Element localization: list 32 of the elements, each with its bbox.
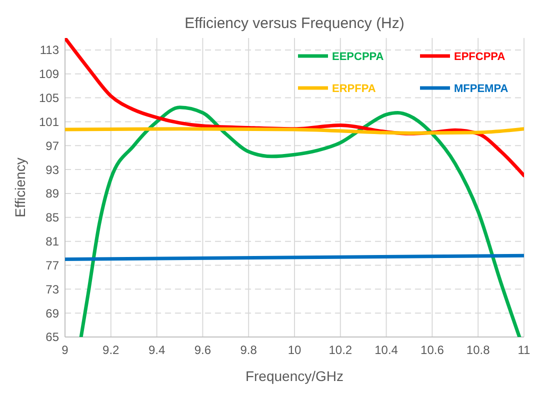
y-tick-label: 77: [46, 258, 60, 272]
x-tick-label: 11: [518, 343, 531, 357]
x-tick-label: 10.2: [328, 343, 352, 357]
y-tick-label: 101: [38, 114, 60, 129]
x-tick-label: 9: [62, 343, 69, 357]
y-tick-label: 69: [46, 306, 60, 320]
y-tick-label: 105: [38, 91, 60, 105]
y-axis-title: Efficiency: [12, 158, 28, 218]
line-series: [79, 106, 522, 337]
legend-label: EEPCPPA: [332, 50, 384, 63]
x-axis-title: Frequency/GHz: [245, 368, 344, 384]
x-tick-label: 10.4: [374, 343, 398, 357]
y-tick-label: 109: [38, 67, 60, 82]
legend-label: MFPEMPA: [454, 82, 508, 95]
y-tick-label: 81: [46, 234, 60, 249]
y-tick-label: 85: [46, 210, 60, 225]
x-tick-label: 10: [288, 343, 302, 357]
y-tick-label: 93: [46, 162, 60, 177]
x-tick-label: 10.6: [420, 343, 444, 357]
y-tick-label: 65: [46, 330, 60, 344]
y-tick-label: 113: [40, 43, 60, 58]
x-tick-label: 10.8: [466, 343, 490, 357]
x-tick-label: 9.4: [148, 343, 166, 357]
x-tick-label: 9.8: [240, 343, 258, 357]
chart-title: Efficiency versus Frequency (Hz): [184, 15, 404, 32]
y-tick-label: 97: [46, 138, 60, 153]
x-tick-label: 9.2: [102, 343, 120, 357]
y-tick-label: 89: [46, 186, 60, 201]
legend-label: EPFCPPA: [454, 50, 506, 63]
legend-label: ERPFPA: [332, 82, 376, 95]
y-tick-label: 73: [46, 282, 60, 296]
x-tick-label: 9.6: [194, 343, 212, 357]
